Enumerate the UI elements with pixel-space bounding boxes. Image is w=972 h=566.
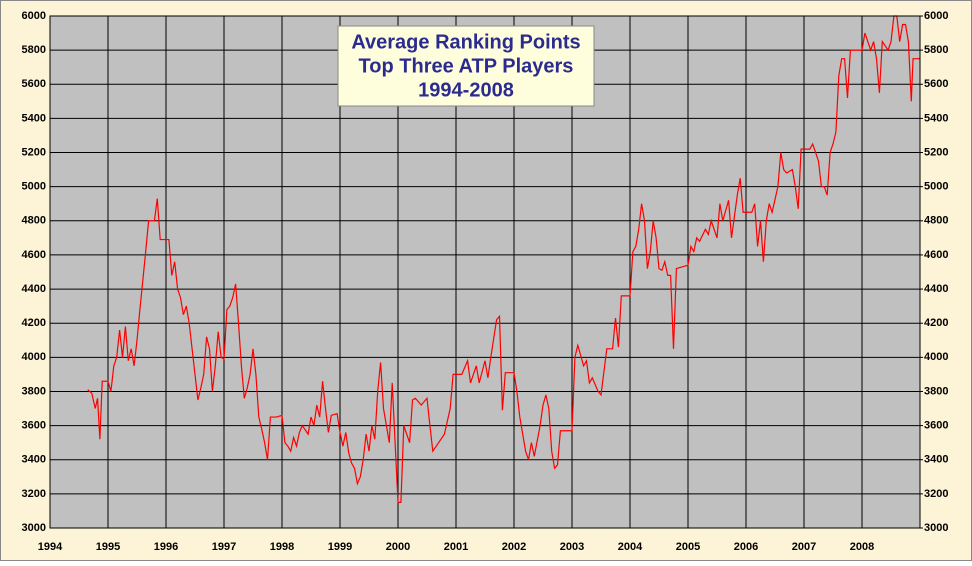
- x-tick-label: 2003: [560, 541, 584, 553]
- y-tick-label: 5000: [22, 181, 46, 193]
- x-tick-label: 2005: [676, 541, 700, 553]
- y2-tick-label: 6000: [924, 10, 948, 22]
- y-tick-label: 4000: [22, 351, 46, 363]
- chart-title: Top Three ATP Players: [359, 55, 574, 77]
- title-box: [337, 25, 595, 107]
- y2-tick-label: 4600: [924, 249, 948, 261]
- y-tick-label: 4400: [22, 283, 46, 295]
- y2-tick-label: 3200: [924, 488, 948, 500]
- y2-tick-label: 3800: [924, 385, 948, 397]
- x-tick-label: 1998: [270, 541, 294, 553]
- y-tick-label: 6000: [22, 10, 46, 22]
- x-tick-label: 1994: [38, 541, 63, 553]
- y2-tick-label: 3400: [924, 454, 948, 466]
- plot-border: [49, 15, 921, 529]
- y-tick-label: 5600: [22, 78, 46, 90]
- x-tick-label: 1996: [154, 541, 178, 553]
- y2-tick-label: 5800: [924, 44, 948, 56]
- y2-tick-label: 5000: [924, 181, 948, 193]
- chart-title: 1994-2008: [418, 79, 514, 101]
- data-line: [87, 15, 920, 503]
- x-tick-label: 2008: [850, 541, 874, 553]
- y2-tick-label: 4000: [924, 351, 948, 363]
- y2-tick-label: 5400: [924, 112, 948, 124]
- x-tick-label: 1995: [96, 541, 120, 553]
- chart-title: Average Ranking Points: [351, 31, 580, 53]
- y-tick-label: 3000: [22, 522, 46, 534]
- y-tick-label: 5800: [22, 44, 46, 56]
- y-tick-label: 4600: [22, 249, 46, 261]
- y2-tick-label: 5200: [924, 146, 948, 158]
- y-tick-label: 4800: [22, 215, 46, 227]
- x-tick-label: 2000: [386, 541, 410, 553]
- y2-tick-label: 4400: [924, 283, 948, 295]
- x-tick-label: 2007: [792, 541, 816, 553]
- y2-tick-label: 5600: [924, 78, 948, 90]
- x-tick-label: 1999: [328, 541, 352, 553]
- y-tick-label: 3200: [22, 488, 46, 500]
- x-tick-label: 2004: [618, 541, 643, 553]
- y-tick-label: 3800: [22, 385, 46, 397]
- y-tick-label: 5400: [22, 112, 46, 124]
- y2-tick-label: 3600: [924, 420, 948, 432]
- y-tick-label: 4200: [22, 317, 46, 329]
- x-tick-label: 2006: [734, 541, 758, 553]
- y2-tick-label: 4800: [924, 215, 948, 227]
- x-tick-label: 2002: [502, 541, 526, 553]
- y2-tick-label: 3000: [924, 522, 948, 534]
- y-tick-label: 5200: [22, 146, 46, 158]
- y2-tick-label: 4200: [924, 317, 948, 329]
- y-tick-label: 3400: [22, 454, 46, 466]
- x-tick-label: 1997: [212, 541, 236, 553]
- x-tick-label: 2001: [444, 541, 468, 553]
- y-tick-label: 3600: [22, 420, 46, 432]
